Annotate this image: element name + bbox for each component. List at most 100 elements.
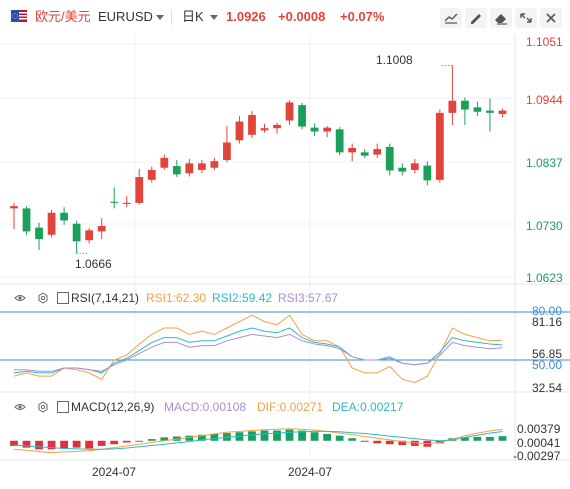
candle-body <box>172 166 181 175</box>
low-price-annotation: 1.0666 <box>75 257 112 271</box>
macd-bar <box>273 430 281 441</box>
y-axis-label: 1.1051 <box>526 35 563 49</box>
rsi3-line <box>14 333 503 372</box>
checkbox-icon[interactable] <box>57 401 69 413</box>
toolbar-divider <box>171 9 172 25</box>
high-price-annotation: 1.1008 <box>376 53 413 67</box>
macd-bar <box>335 435 344 441</box>
macd-bar <box>110 440 119 445</box>
candle-body <box>323 127 332 132</box>
rsi1-line <box>13 314 503 384</box>
macd-bar <box>260 430 269 441</box>
macd-bar <box>473 436 482 441</box>
indicator-button[interactable] <box>440 8 462 28</box>
macd-bar <box>122 440 131 443</box>
macd-bar <box>22 440 31 448</box>
candle-body <box>310 127 319 132</box>
candle-body <box>160 157 169 168</box>
symbol-name[interactable]: 欧元/美元 <box>35 9 91 24</box>
fullscreen-button[interactable] <box>515 8 537 28</box>
x-axis-label: 2024-07 <box>92 465 137 479</box>
dea-line <box>13 430 503 450</box>
rsi-pane[interactable] <box>0 311 570 384</box>
eraser-icon <box>495 14 507 25</box>
macd-bar <box>310 432 319 441</box>
draw-pencil-icon <box>471 14 481 24</box>
macd-bar <box>486 436 494 441</box>
period-selector[interactable]: 日K <box>182 9 204 24</box>
macd-bar <box>385 440 394 445</box>
pencil-chart-icon <box>444 13 458 24</box>
macd-bar <box>197 434 206 441</box>
rsi-axis-label: 56.85 <box>532 347 563 361</box>
macd-bar <box>135 440 144 442</box>
candle-body <box>110 201 119 203</box>
candle-body <box>461 100 469 110</box>
period-dropdown-icon[interactable] <box>210 15 218 20</box>
candle-body <box>260 128 269 131</box>
candle-body <box>223 142 231 161</box>
x-axis-label: 2024-07 <box>288 465 333 479</box>
macd-bar <box>10 440 18 446</box>
dif-line <box>13 428 503 454</box>
last-price: 1.0926 <box>226 9 266 24</box>
gear-icon[interactable] <box>37 292 49 304</box>
rsi3-value: RSI3:57.67 <box>278 291 339 305</box>
symbol-dropdown-icon[interactable] <box>156 15 164 20</box>
macd-bar <box>147 439 156 441</box>
y-axis-label: 1.0730 <box>526 219 563 233</box>
expand-icon <box>520 13 532 23</box>
symbol-code[interactable]: EURUSD <box>98 9 153 24</box>
checkbox-icon[interactable] <box>57 292 69 304</box>
macd-pane[interactable] <box>10 428 507 454</box>
candle-body <box>298 105 306 127</box>
macd-axis-label: 0.00041 <box>517 436 561 450</box>
eye-icon[interactable] <box>14 401 26 413</box>
macd-title: MACD(12,26,9) <box>71 400 155 414</box>
chart-toolbar: 欧元/美元 EURUSD 日K 1.0926 +0.0008 +0.07% <box>0 0 570 34</box>
dif-value: DIF:0.00271 <box>257 400 324 414</box>
candle-body <box>385 146 394 171</box>
macd-bar <box>298 430 306 441</box>
candle-body <box>210 161 219 168</box>
candle-body <box>122 202 131 204</box>
price-change-percent: +0.07% <box>340 9 385 24</box>
settings-button[interactable] <box>540 8 562 28</box>
candle-body <box>448 100 457 113</box>
rsi-title: RSI(7,14,21) <box>71 291 140 305</box>
rsi-axis-label: 81.16 <box>532 315 563 329</box>
macd-bar <box>72 440 81 448</box>
price-change: +0.0008 <box>278 9 326 24</box>
macd-bar <box>210 433 219 441</box>
candle-body <box>60 212 68 221</box>
candle-body <box>423 165 432 181</box>
y-axis-label: 1.0837 <box>526 156 563 170</box>
candle-body <box>197 163 206 170</box>
candle-body <box>435 112 444 180</box>
eye-icon[interactable] <box>14 292 26 304</box>
rsi-axis-label: 50.00 <box>532 358 563 372</box>
macd-bar <box>248 431 256 441</box>
candle-body <box>473 107 482 112</box>
candle-body <box>335 129 344 153</box>
candle-body <box>235 121 244 141</box>
candle-body <box>373 149 382 155</box>
macd-bar <box>498 436 507 441</box>
candle-body <box>248 115 256 135</box>
macd-bar <box>373 440 382 444</box>
candle-body <box>410 163 419 170</box>
macd-bar <box>323 433 332 441</box>
macd-axis-label: 0.00379 <box>517 422 561 436</box>
macd-bar <box>97 440 106 446</box>
candle-body <box>85 230 94 241</box>
gear-icon[interactable] <box>37 401 49 413</box>
macd-bar <box>35 440 43 450</box>
candle-body <box>72 223 81 242</box>
candle-body <box>10 206 18 209</box>
candlestick-pane[interactable] <box>10 65 507 254</box>
candle-body <box>22 208 31 232</box>
eraser-button[interactable] <box>490 8 512 28</box>
macd-bar <box>85 440 94 449</box>
draw-button[interactable] <box>465 8 487 28</box>
